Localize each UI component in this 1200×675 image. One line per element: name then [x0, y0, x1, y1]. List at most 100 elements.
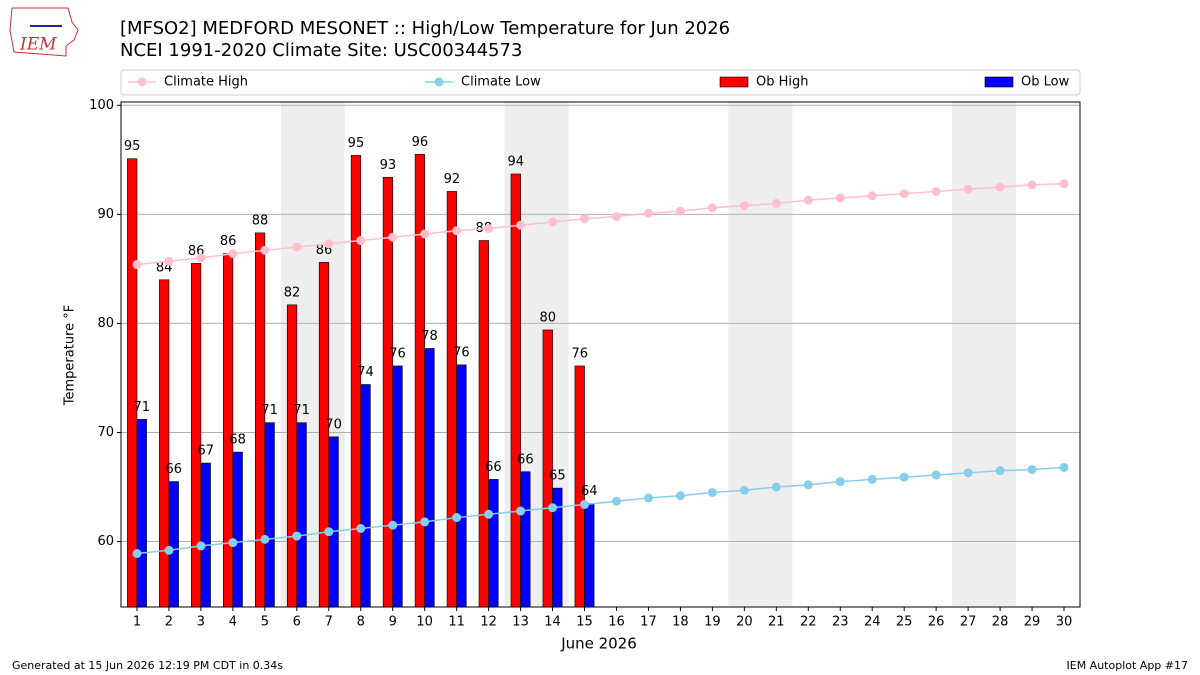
bar: [127, 158, 138, 608]
line-marker: [132, 260, 142, 270]
line-marker: [611, 496, 621, 506]
bar: [360, 384, 371, 608]
line-marker: [484, 224, 494, 234]
x-tick-label: 15: [576, 615, 593, 630]
line-marker: [867, 191, 877, 201]
line-marker: [484, 509, 494, 519]
bar: [478, 240, 489, 608]
logo-text: IEM: [19, 35, 57, 55]
data-label: 76: [453, 345, 470, 360]
line-marker: [1059, 179, 1069, 189]
data-label: 76: [571, 346, 588, 361]
legend-label: Climate High: [164, 75, 248, 90]
line-marker: [196, 253, 206, 263]
data-label: 88: [252, 213, 269, 228]
x-tick-label: 8: [357, 615, 365, 630]
bar: [168, 481, 179, 608]
data-label: 94: [508, 154, 525, 169]
line-marker: [388, 232, 398, 242]
x-tick-label: 29: [1024, 615, 1041, 630]
line-marker: [388, 520, 398, 530]
line: [136, 183, 1065, 266]
data-label: 70: [325, 417, 342, 432]
line-marker: [292, 531, 302, 541]
x-tick-label: 5: [261, 615, 269, 630]
line-marker: [803, 480, 813, 490]
weekend-shade: [952, 102, 1017, 607]
line-marker: [452, 513, 462, 523]
bar: [520, 471, 531, 608]
legend-swatch: [719, 76, 749, 88]
data-label: 65: [549, 469, 566, 484]
x-tick-label: 13: [512, 615, 529, 630]
line-marker: [356, 236, 366, 246]
line-marker: [803, 195, 813, 205]
line-marker: [611, 212, 621, 222]
line-marker: [675, 491, 685, 501]
bar: [328, 436, 339, 608]
x-tick-label: 6: [293, 615, 301, 630]
data-label: 71: [134, 400, 151, 415]
data-label: 86: [220, 234, 237, 249]
line-marker: [1027, 465, 1037, 475]
legend-label: Ob Low: [1021, 75, 1070, 90]
x-tick-label: 20: [736, 615, 753, 630]
line-marker: [675, 206, 685, 216]
x-tick-label: 9: [389, 615, 397, 630]
data-label: 95: [124, 139, 141, 154]
bar: [222, 253, 234, 608]
x-tick-label: 24: [864, 615, 881, 630]
x-tick-label: 27: [960, 615, 977, 630]
data-label: 71: [293, 403, 310, 418]
data-label: 78: [421, 329, 438, 344]
legend-box: [120, 69, 1081, 96]
legend-label: Ob High: [756, 75, 809, 90]
bar: [232, 451, 243, 608]
x-tick-label: 30: [1056, 615, 1073, 630]
x-tick-label: 1: [133, 615, 141, 630]
y-axis-label: Temperature °F: [63, 305, 78, 406]
data-label: 93: [380, 158, 397, 173]
x-tick-label: 18: [672, 615, 689, 630]
line-marker: [516, 220, 526, 230]
data-label: 66: [517, 452, 534, 467]
legend-label: Climate Low: [461, 75, 541, 90]
x-tick-label: 3: [197, 615, 205, 630]
bar: [191, 263, 202, 608]
line-marker: [1027, 180, 1037, 190]
x-tick-label: 25: [896, 615, 913, 630]
line-marker: [739, 201, 749, 211]
line-marker: [164, 256, 174, 266]
line-marker: [835, 477, 845, 487]
bar: [200, 462, 211, 608]
line-marker: [867, 474, 877, 484]
line-marker: [643, 493, 653, 503]
line-marker: [516, 506, 526, 516]
y-tick-label: 100: [89, 98, 114, 113]
x-tick-label: 22: [800, 615, 817, 630]
bar: [392, 365, 403, 608]
bar: [318, 262, 330, 608]
logo: IEM: [9, 7, 79, 57]
y-tick-label: 80: [97, 316, 114, 331]
chart-subtitle: NCEI 1991-2020 Climate Site: USC00344573: [120, 40, 522, 61]
line-marker: [324, 239, 334, 249]
line-marker: [548, 217, 558, 227]
line-marker: [228, 538, 238, 548]
bar: [159, 279, 170, 608]
line-marker: [164, 545, 174, 555]
legend-marker: [137, 77, 147, 87]
line: [136, 466, 1065, 555]
line-marker: [420, 229, 430, 239]
line-marker: [356, 523, 366, 533]
bar: [488, 479, 499, 608]
x-tick-label: 14: [544, 615, 561, 630]
x-tick-label: 12: [480, 615, 497, 630]
x-tick-label: 28: [992, 615, 1009, 630]
data-label: 71: [261, 403, 278, 418]
data-label: 80: [539, 310, 556, 325]
line-marker: [899, 189, 909, 199]
bar: [414, 154, 425, 608]
y-tick-label: 60: [97, 534, 114, 549]
data-label: 92: [444, 172, 461, 187]
